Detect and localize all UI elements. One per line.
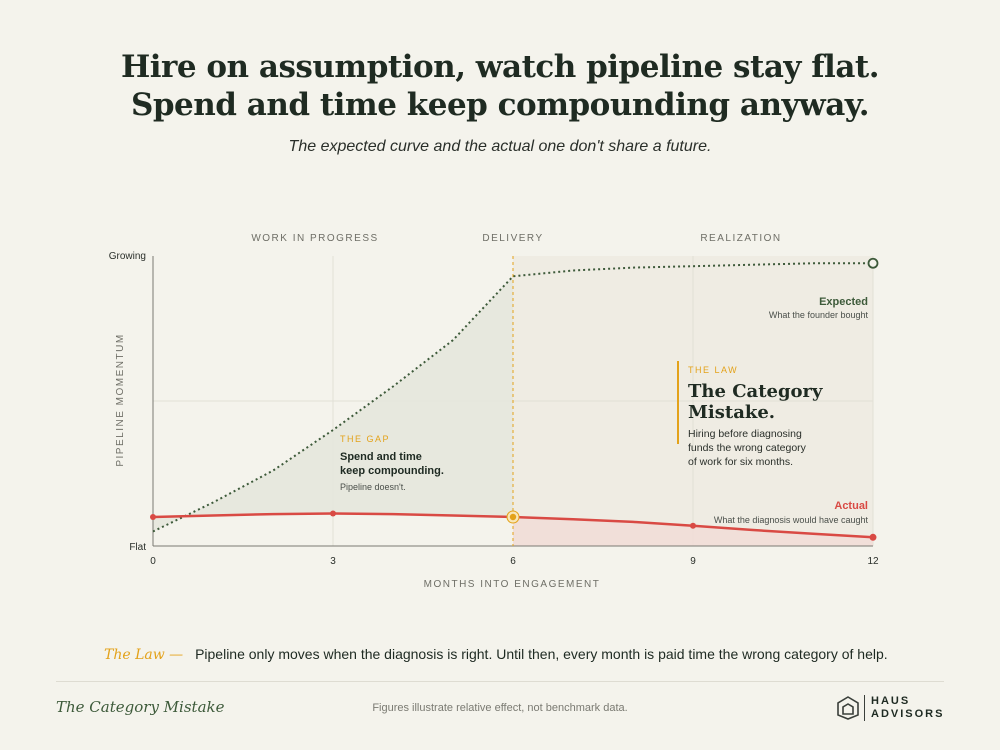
delivery-point — [509, 513, 517, 521]
x-tick-label: 9 — [690, 556, 696, 567]
brand-logo: HAUS ADVISORS — [836, 695, 944, 721]
brand-wordmark: HAUS ADVISORS — [871, 695, 944, 721]
actual-point — [690, 522, 696, 529]
footer-disclaimer: Figures illustrate relative effect, not … — [372, 702, 628, 714]
gap-area — [153, 276, 513, 532]
footer-divider — [56, 681, 944, 682]
gap-headline-line: Spend and time — [340, 451, 422, 463]
law-callout-label: THE LAW — [688, 365, 738, 375]
phase-label: DELIVERY — [482, 233, 543, 244]
law-prefix: The Law — — [104, 647, 184, 663]
brand-line-2: ADVISORS — [871, 708, 945, 720]
x-tick-label: 0 — [150, 556, 156, 567]
phase-label: REALIZATION — [700, 233, 781, 244]
actual-decline-area — [513, 517, 873, 546]
law-callout-title-line: The Category — [688, 381, 823, 402]
x-axis-title: MONTHS INTO ENGAGEMENT — [424, 579, 601, 590]
headline: Hire on assumption, watch pipeline stay … — [0, 48, 1000, 124]
law-text: Pipeline only moves when the diagnosis i… — [195, 646, 888, 662]
x-tick-label: 3 — [330, 556, 336, 567]
actual-legend-label: Actual — [834, 500, 868, 512]
y-axis-title: PIPELINE MOMENTUM — [115, 333, 126, 466]
headline-line-2: Spend and time keep compounding anyway. — [130, 87, 870, 123]
actual-end-point — [869, 533, 877, 541]
brand-divider — [864, 695, 865, 721]
headline-line-1: Hire on assumption, watch pipeline stay … — [120, 49, 880, 85]
y-tick-label: Flat — [129, 542, 146, 553]
y-tick-label: Growing — [109, 251, 146, 262]
gap-note: Pipeline doesn't. — [340, 482, 406, 492]
gap-headline: Spend and time keep compounding. — [340, 451, 444, 477]
gap-headline-line: keep compounding. — [340, 465, 444, 477]
x-tick-label: 12 — [867, 556, 879, 567]
brand-line-1: HAUS — [871, 695, 911, 707]
phase-label: WORK IN PROGRESS — [251, 233, 378, 244]
house-outline-icon — [837, 696, 859, 720]
expected-end-point — [867, 257, 879, 269]
gap-label: THE GAP — [340, 434, 390, 444]
law-callout-title-line: Mistake. — [688, 402, 775, 423]
law-callout-body-line: of work for six months. — [688, 456, 793, 468]
law-callout-body-line: funds the wrong category — [688, 442, 807, 454]
actual-point — [330, 510, 336, 517]
expected-legend-caption: What the founder bought — [769, 310, 869, 320]
law-callout-body: Hiring before diagnosing funds the wrong … — [688, 428, 807, 468]
expected-legend-label: Expected — [819, 296, 868, 308]
law-callout-body-line: Hiring before diagnosing — [688, 428, 802, 440]
x-tick-label: 6 — [510, 556, 516, 567]
actual-point — [150, 514, 156, 520]
footer-title: The Category Mistake — [56, 698, 225, 716]
subtitle: The expected curve and the actual one do… — [288, 138, 712, 155]
law-callout-title: The Category Mistake. — [688, 381, 823, 423]
actual-legend-caption: What the diagnosis would have caught — [714, 515, 869, 525]
law-statement: The Law — Pipeline only moves when the d… — [104, 646, 888, 663]
